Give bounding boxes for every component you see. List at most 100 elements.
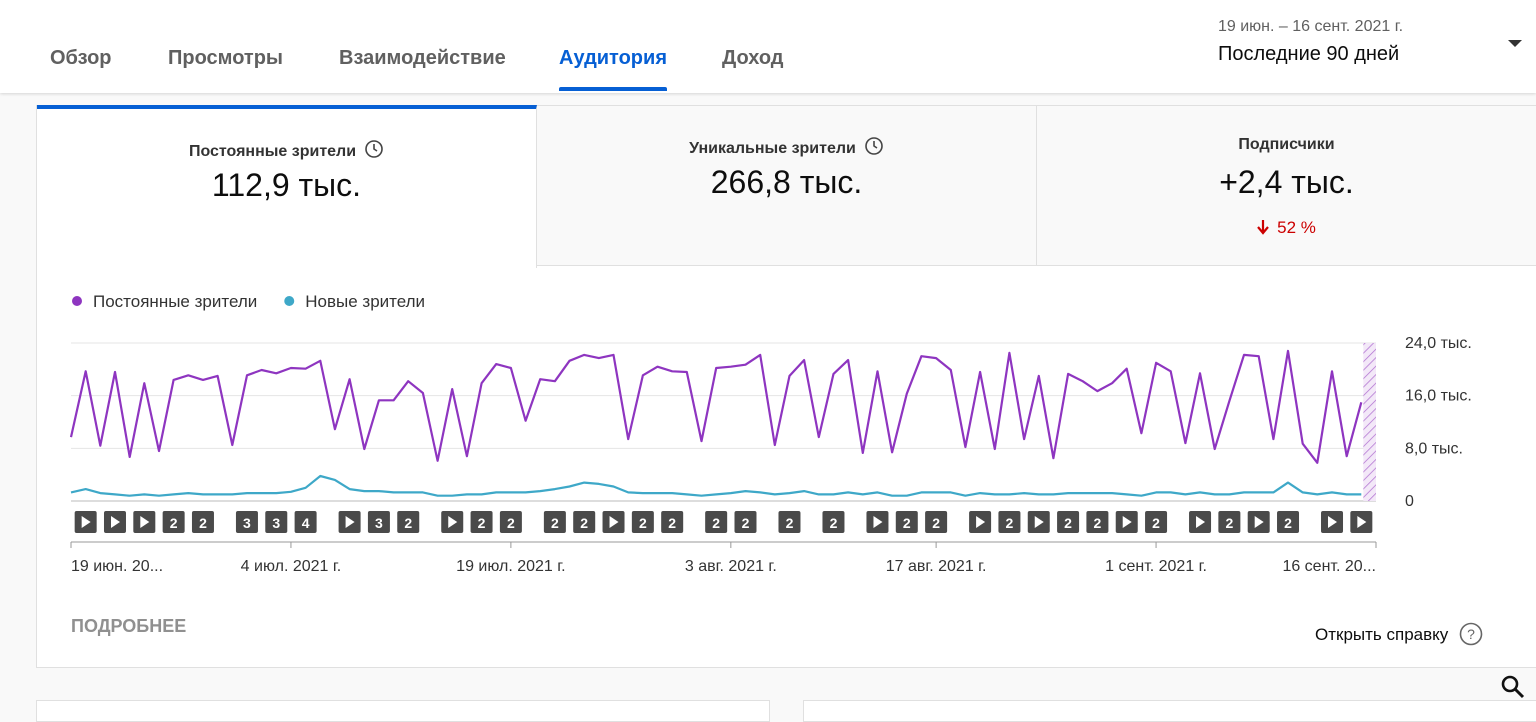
video-count: 2 (1006, 515, 1014, 531)
video-count: 2 (551, 515, 559, 531)
video-count: 2 (742, 515, 750, 531)
help-text: Открыть справку (1315, 625, 1449, 644)
more-link[interactable]: ПОДРОБНЕЕ (71, 616, 187, 636)
video-count: 2 (786, 515, 794, 531)
video-marker (191, 511, 214, 533)
metric-value: 112,9 тыс. (211, 167, 362, 203)
video-count: 2 (507, 515, 515, 531)
video-marker (822, 511, 845, 533)
play-icon (345, 516, 355, 528)
video-count: 4 (302, 515, 310, 531)
legend-dot (284, 296, 295, 306)
play-icon (1122, 516, 1132, 528)
tab[interactable]: Аудитория (559, 47, 667, 91)
video-marker (294, 511, 317, 533)
video-count: 2 (1064, 515, 1072, 531)
header: Обзор Просмотры Взаимодействие Аудитория Дох… (0, 0, 1536, 93)
series-line (70, 474, 1362, 497)
legend-label: Постоянные зрители (93, 292, 257, 311)
metric-tab[interactable]: Постоянные зрители 112,9 тыс. (37, 105, 537, 268)
video-marker (1086, 511, 1109, 533)
metric-title-text: Уникальные зрители (689, 140, 856, 157)
metric-tab[interactable]: Подписчики +2,4 тыс. 52 % (1037, 106, 1536, 266)
play-icon (140, 516, 150, 528)
help-icon: ? (1459, 622, 1483, 646)
play-icon (1034, 516, 1044, 528)
tab[interactable]: Взаимодействие (339, 47, 506, 69)
date-range: 19 июн. – 16 сент. 2021 г. (1218, 18, 1404, 35)
play-icon (976, 516, 986, 528)
video-count: 3 (243, 515, 251, 531)
video-marker (631, 511, 654, 533)
video-marker (661, 511, 684, 533)
tab[interactable]: Обзор (50, 47, 112, 69)
play-icon (609, 516, 619, 528)
video-marker (573, 511, 596, 533)
dropdown-caret[interactable] (1508, 40, 1522, 47)
x-tick-label: 3 авг. 2021 г. (685, 558, 777, 575)
x-tick-label: 19 июл. 2021 г. (456, 558, 565, 575)
play-icon (1196, 516, 1206, 528)
tab[interactable]: Просмотры (168, 47, 284, 69)
metric-change: 52 % (1037, 218, 1536, 238)
metric-title-text: Постоянные зрители (188, 143, 357, 160)
play-icon (1254, 516, 1264, 528)
y-tick-label: 24,0 тыс. (1405, 335, 1472, 352)
x-tick-label: 1 сент. 2021 г. (1105, 558, 1207, 575)
video-count: 2 (639, 515, 647, 531)
y-tick-label: 0 (1405, 493, 1414, 510)
video-count: 2 (580, 515, 588, 531)
video-count: 2 (1094, 515, 1102, 531)
video-marker (397, 511, 420, 533)
video-count: 2 (712, 515, 720, 531)
help-link[interactable]: Открыть справку ? (1315, 622, 1483, 646)
video-count: 3 (375, 515, 383, 531)
x-tick-label: 4 июл. 2021 г. (241, 558, 342, 575)
partial-period (1363, 343, 1376, 501)
svg-text:?: ? (1467, 626, 1475, 642)
video-marker (1057, 511, 1080, 533)
video-count: 2 (1152, 515, 1160, 531)
video-count: 2 (932, 515, 940, 531)
series-line (69, 349, 1363, 464)
video-count: 2 (668, 515, 676, 531)
video-count: 3 (272, 515, 280, 531)
change-text: 52 % (1277, 218, 1316, 237)
x-tick-label: 17 авг. 2021 г. (886, 558, 987, 575)
video-marker (265, 511, 288, 533)
play-icon (110, 516, 120, 528)
video-marker (162, 511, 185, 533)
video-count: 2 (830, 515, 838, 531)
metric-tab[interactable]: Уникальные зрители 266,8 тыс. (537, 106, 1037, 266)
video-marker (1145, 511, 1168, 533)
metric-value: 266,8 тыс. (710, 164, 863, 200)
metric-title: Подписчики (1037, 136, 1536, 154)
clock-icon (864, 136, 884, 161)
video-marker (235, 511, 258, 533)
video-count: 2 (404, 515, 412, 531)
video-count: 2 (170, 515, 178, 531)
video-marker (367, 511, 390, 533)
search-icon[interactable] (1500, 674, 1526, 700)
video-marker (705, 511, 728, 533)
video-marker (470, 511, 493, 533)
down-arrow (1257, 218, 1277, 237)
video-count: 2 (903, 515, 911, 531)
tab[interactable]: Доход (722, 47, 784, 69)
range-label[interactable]: Последние 90 дней (1218, 43, 1400, 65)
video-count: 2 (199, 515, 207, 531)
metric-title: Уникальные зрители (537, 136, 1036, 161)
video-count: 2 (1284, 515, 1292, 531)
play-icon (1328, 516, 1338, 528)
video-marker (543, 511, 566, 533)
y-tick-label: 16,0 тыс. (1405, 388, 1472, 405)
legend-dot (72, 296, 82, 306)
video-marker (734, 511, 757, 533)
chart: Постоянные зрители Новые зрители 0 8,0 тыс.… (69, 292, 1472, 575)
x-tick-label: 16 сент. 20... (1282, 558, 1376, 575)
x-tick-label: 19 июн. 20... (71, 558, 163, 575)
video-marker (895, 511, 918, 533)
metric-title-text: Подписчики (1238, 136, 1335, 153)
next-card (803, 700, 1536, 722)
